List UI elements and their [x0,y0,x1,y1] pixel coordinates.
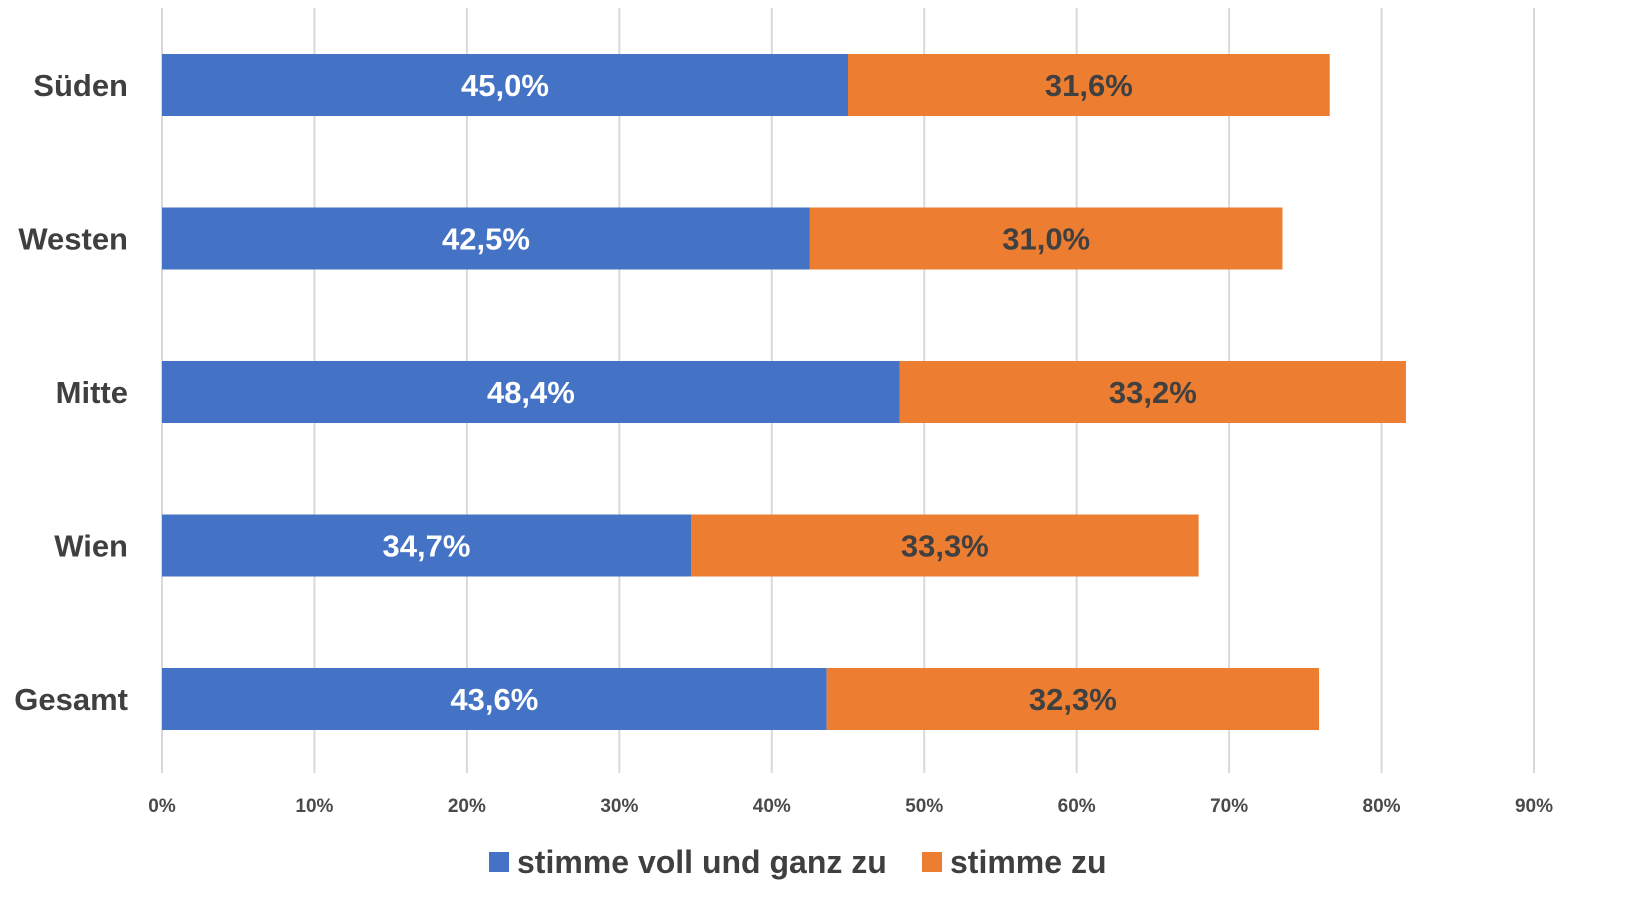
legend-item[interactable]: stimme voll und ganz zu [489,844,887,880]
bar-segment [899,361,1406,423]
legend-label: stimme zu [950,844,1106,880]
bar-segment [690,514,1199,577]
x-tick-label: 70% [1210,796,1248,817]
data-label: 31,6% [1045,68,1133,103]
x-tick-label: 80% [1363,796,1401,817]
data-label: 31,0% [1002,222,1090,257]
bar-segment [162,514,691,577]
x-tick-label: 10% [295,796,333,817]
bar-segment [162,54,848,116]
bar-segment [826,668,1320,730]
bars [162,54,1406,730]
bar-segment [848,54,1330,116]
category-label: Mitte [56,375,128,410]
data-label: 43,6% [450,682,538,717]
category-label: Westen [18,222,128,257]
category-axis: Süden Westen Mitte Wien Gesamt [14,68,128,717]
data-label: 45,0% [461,68,549,103]
category-label: Gesamt [14,682,128,717]
x-tick-label: 60% [1058,796,1096,817]
bar-segment [162,207,810,270]
x-tick-label: 90% [1515,796,1553,817]
bar-segment [162,668,827,730]
x-tick-label: 30% [600,796,638,817]
x-tick-label: 40% [753,796,791,817]
x-tick-label: 20% [448,796,486,817]
bar-segment [809,207,1283,270]
data-label: 33,3% [901,529,989,564]
x-tick-label: 50% [905,796,943,817]
legend-swatch [922,852,942,872]
data-label: 42,5% [442,222,530,257]
data-label: 48,4% [487,375,575,410]
legend-swatch [489,852,509,872]
legend[interactable]: stimme voll und ganz zu stimme zu [489,844,1106,880]
data-label: 33,2% [1109,375,1197,410]
data-label: 32,3% [1029,682,1117,717]
value-axis: 0% 10% 20% 30% 40% 50% 60% 70% 80% 90% [148,796,1553,817]
bar-segment [162,361,900,423]
data-label: 34,7% [383,529,471,564]
category-label: Süden [33,68,128,103]
legend-label: stimme voll und ganz zu [517,844,887,880]
data-labels: 45,0% 31,6% 42,5% 31,0% 48,4% 33,2% 34,7% 33,3%… [383,68,1197,717]
legend-item[interactable]: stimme zu [922,844,1106,880]
category-label: Wien [54,529,128,564]
x-tick-label: 0% [148,796,176,817]
